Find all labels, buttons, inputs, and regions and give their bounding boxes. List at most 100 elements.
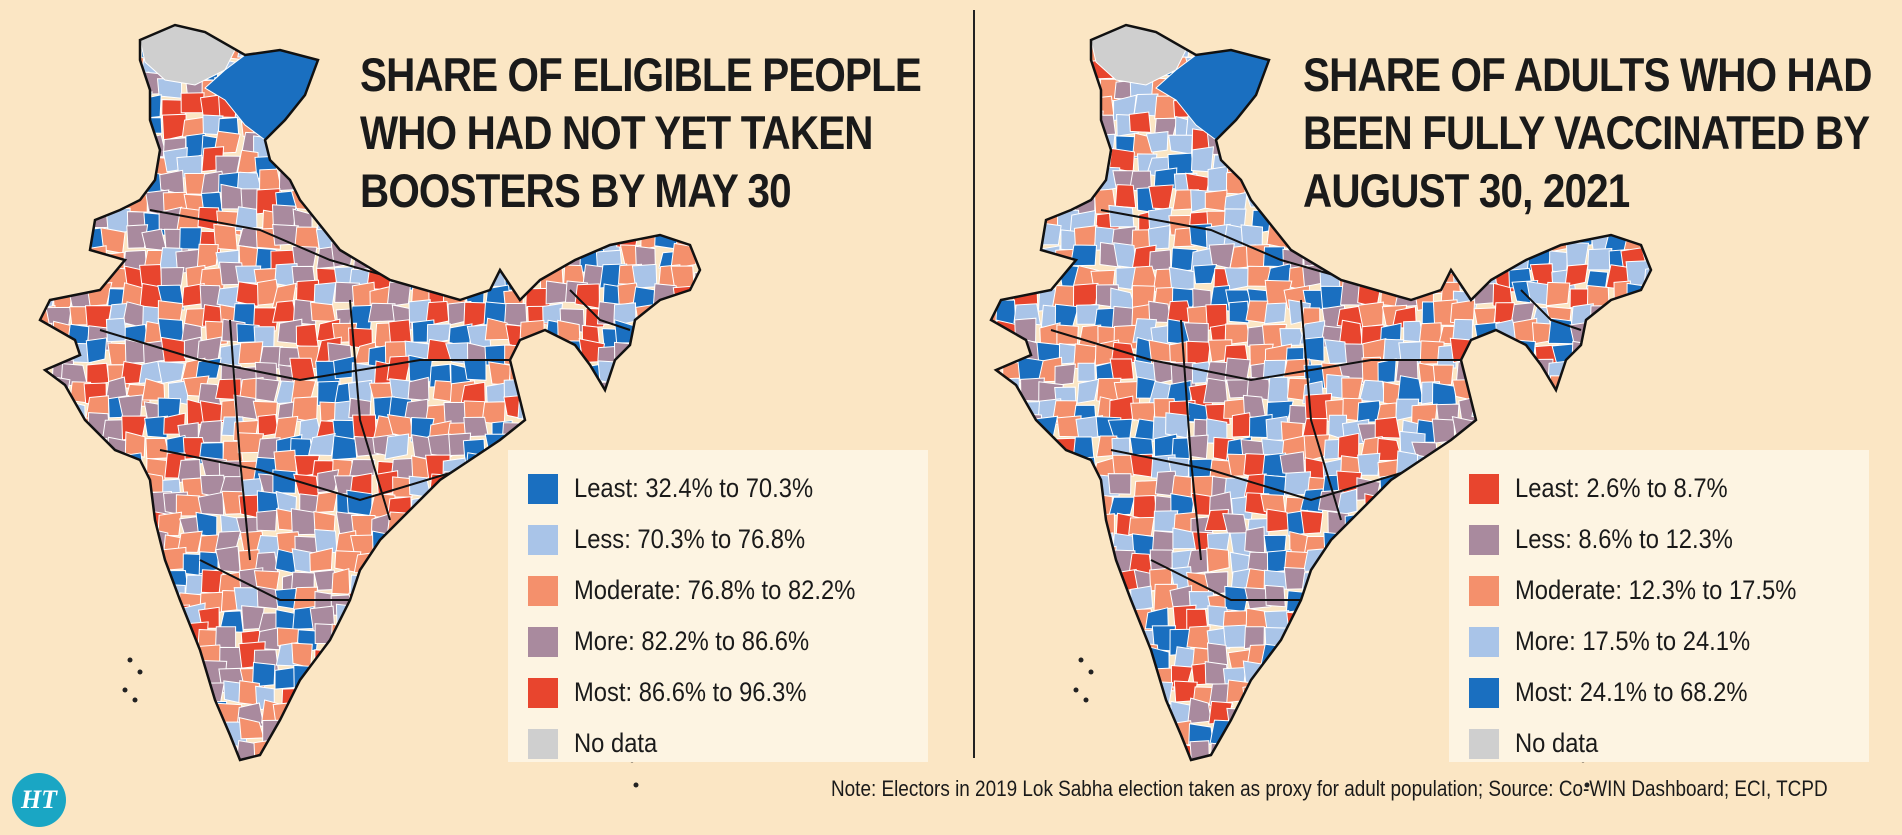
district-region (405, 662, 427, 688)
district-region (1590, 386, 1615, 408)
district-region (1013, 490, 1039, 516)
district-region (1013, 269, 1041, 295)
district-region (1416, 265, 1441, 291)
district-region (1379, 701, 1403, 724)
district-region (167, 665, 189, 693)
district-region (1170, 25, 1193, 44)
district-region (367, 570, 392, 596)
legend-item: No data (1469, 718, 1869, 769)
district-region (368, 607, 397, 632)
district-region (104, 739, 127, 760)
district-region (119, 110, 146, 136)
district-region (1132, 737, 1156, 760)
district-region (1319, 705, 1346, 725)
district-region (991, 25, 1005, 38)
district-region (651, 401, 678, 426)
district-region (1051, 458, 1079, 482)
district-region (123, 492, 151, 518)
district-region (128, 643, 154, 671)
district-region (1471, 359, 1497, 386)
legend-swatch (1469, 473, 1499, 504)
district-region (426, 735, 451, 757)
district-region (86, 528, 112, 550)
district-region (1391, 718, 1416, 740)
district-region (53, 685, 76, 709)
state-boundary-line (1100, 209, 1352, 281)
district-region (1033, 548, 1058, 573)
district-region (124, 152, 148, 177)
district-region (330, 661, 356, 687)
district-region (84, 148, 111, 174)
district-region (997, 433, 1021, 459)
district-region (1074, 758, 1098, 760)
district-region (1623, 381, 1650, 405)
district-region (350, 700, 377, 726)
district-region (40, 513, 51, 537)
district-region (1003, 418, 1024, 444)
district-region (1107, 473, 1132, 495)
district-region (1016, 95, 1042, 117)
district-region (431, 606, 457, 632)
district-region (579, 380, 601, 405)
district-region (991, 131, 1002, 159)
district-region (1431, 382, 1457, 408)
district-region (278, 761, 301, 787)
district-region (1339, 242, 1365, 269)
district-region (373, 548, 396, 576)
district-region (689, 363, 700, 390)
district-region (1285, 590, 1311, 613)
district-region (178, 764, 202, 786)
district-region (431, 261, 454, 288)
district-region (1016, 739, 1040, 760)
district-region (70, 716, 92, 743)
district-region (409, 709, 435, 728)
district-region (1021, 76, 1046, 100)
district-region (1263, 132, 1287, 158)
district-region (386, 511, 413, 535)
district-region (466, 471, 488, 497)
district-region (1323, 718, 1350, 744)
district-region (444, 225, 470, 252)
district-region (1052, 39, 1076, 67)
district-region (85, 175, 113, 198)
district-region (366, 740, 394, 760)
district-region (481, 718, 506, 743)
district-region (1531, 417, 1555, 443)
district-region (1037, 476, 1062, 500)
district-region (160, 336, 187, 363)
district-region (42, 699, 69, 727)
state-boundary-line (569, 289, 631, 331)
district-region (1266, 739, 1293, 760)
district-region (450, 643, 472, 668)
district-region (347, 229, 375, 249)
district-region (198, 758, 222, 760)
district-region (40, 494, 54, 520)
district-region (127, 716, 150, 739)
district-region (482, 229, 508, 250)
legend-swatch (528, 677, 558, 708)
left-title-line-2: WHO HAD NOT YET TAKEN (360, 106, 874, 159)
district-region (66, 95, 89, 121)
district-region (1041, 624, 1064, 648)
district-region (1021, 243, 1044, 271)
district-region (165, 763, 188, 785)
district-region (463, 359, 487, 381)
district-region (122, 507, 147, 535)
district-region (44, 112, 69, 136)
district-region (482, 498, 508, 519)
left-legend: Least: 32.4% to 70.3% Less: 70.3% to 76.… (508, 450, 928, 762)
legend-swatch (528, 575, 558, 606)
district-region (87, 188, 113, 214)
district-region (1379, 590, 1407, 615)
district-region (40, 459, 51, 485)
district-region (40, 25, 50, 46)
district-region (353, 737, 380, 760)
district-region (1316, 679, 1344, 704)
district-region (539, 393, 562, 420)
district-region (1091, 607, 1113, 634)
district-region (1279, 668, 1305, 692)
district-region (45, 266, 73, 287)
legend-label: Moderate: 12.3% to 17.5% (1515, 575, 1797, 605)
district-region (1475, 25, 1498, 44)
district-region (329, 208, 355, 236)
